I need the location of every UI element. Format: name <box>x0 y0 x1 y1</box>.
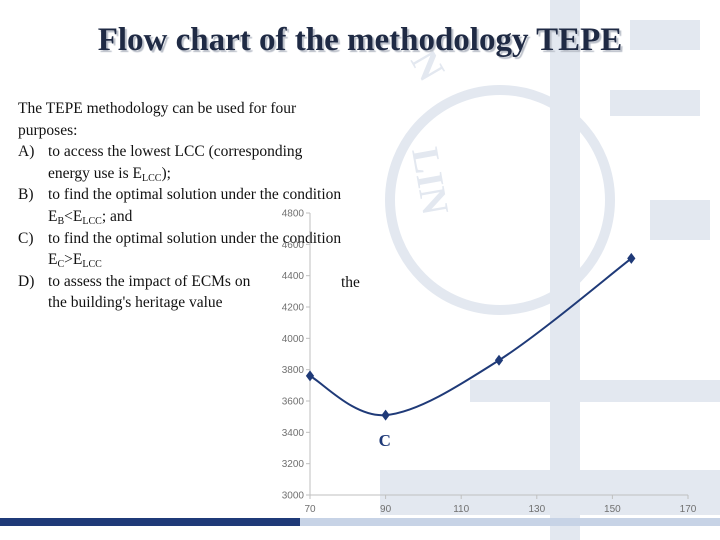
x-tick-label: 110 <box>453 504 469 515</box>
y-tick-label: 3000 <box>282 491 305 502</box>
y-tick-label: 4800 <box>282 209 305 220</box>
y-tick-label: 3400 <box>282 428 305 439</box>
subscript: LCC <box>82 259 102 271</box>
subscript: LCC <box>82 215 102 227</box>
y-tick-label: 4400 <box>282 271 305 282</box>
x-tick-label: 70 <box>304 504 316 515</box>
y-tick-label: 4200 <box>282 303 305 314</box>
x-tick-label: 170 <box>680 504 697 515</box>
y-tick-label: 4000 <box>282 334 305 345</box>
item-text: the building's heritage value <box>48 294 223 312</box>
list-item-a: A) to access the lowest LCC (correspondi… <box>18 141 348 184</box>
item-text: to access the lowest LCC (corresponding … <box>48 143 303 182</box>
body-text: The TEPE methodology can be used for fou… <box>18 98 348 314</box>
x-tick-label: 90 <box>380 504 392 515</box>
x-tick-label: 150 <box>604 504 621 515</box>
item-text: >E <box>64 251 83 269</box>
list-item-b: B) to find the optimal solution under th… <box>18 184 348 227</box>
subscript: C <box>57 259 65 271</box>
list-item-d: D) to assess the impact of ECMs on the b… <box>18 271 348 314</box>
lcc-chart: 3000 3200 3400 3600 3800 4000 4200 4400 4600 4800… <box>282 209 697 516</box>
stray-word: the <box>341 274 360 291</box>
data-point-marker <box>627 252 636 264</box>
intro-text: The TEPE methodology can be used for fou… <box>18 100 297 139</box>
slide-title: Flow chart of the methodology TEPE <box>97 22 623 58</box>
series-line <box>309 257 632 417</box>
y-tick-label: 3200 <box>282 459 305 470</box>
y-tick-label: 3600 <box>282 397 305 408</box>
item-text: to find the optimal solution under the c… <box>48 229 342 269</box>
data-point-marker <box>381 409 390 421</box>
list-item-c: C) to find the optimal solution under th… <box>18 228 348 271</box>
item-text: ; and <box>101 207 133 225</box>
y-tick-label: 4600 <box>282 240 305 251</box>
item-text: to find the optimal solution under the c… <box>48 186 342 225</box>
item-text: ); <box>161 164 171 182</box>
point-annotation: C <box>379 431 391 450</box>
data-point-marker <box>305 370 315 382</box>
x-tick-label: 130 <box>528 504 545 515</box>
item-text: to assess the impact of ECMs on <box>48 272 251 290</box>
item-label: B) <box>18 186 34 204</box>
subscript: LCC <box>141 172 162 184</box>
item-label: C) <box>18 229 34 247</box>
bottom-accent-bar <box>0 518 720 526</box>
item-label: A) <box>18 143 35 161</box>
subscript: B <box>57 215 65 227</box>
item-label: D) <box>18 272 35 290</box>
item-text: <E <box>64 207 83 225</box>
data-point-marker <box>494 354 504 366</box>
y-tick-label: 3800 <box>282 365 305 376</box>
purpose-list: A) to access the lowest LCC (correspondi… <box>18 141 348 314</box>
